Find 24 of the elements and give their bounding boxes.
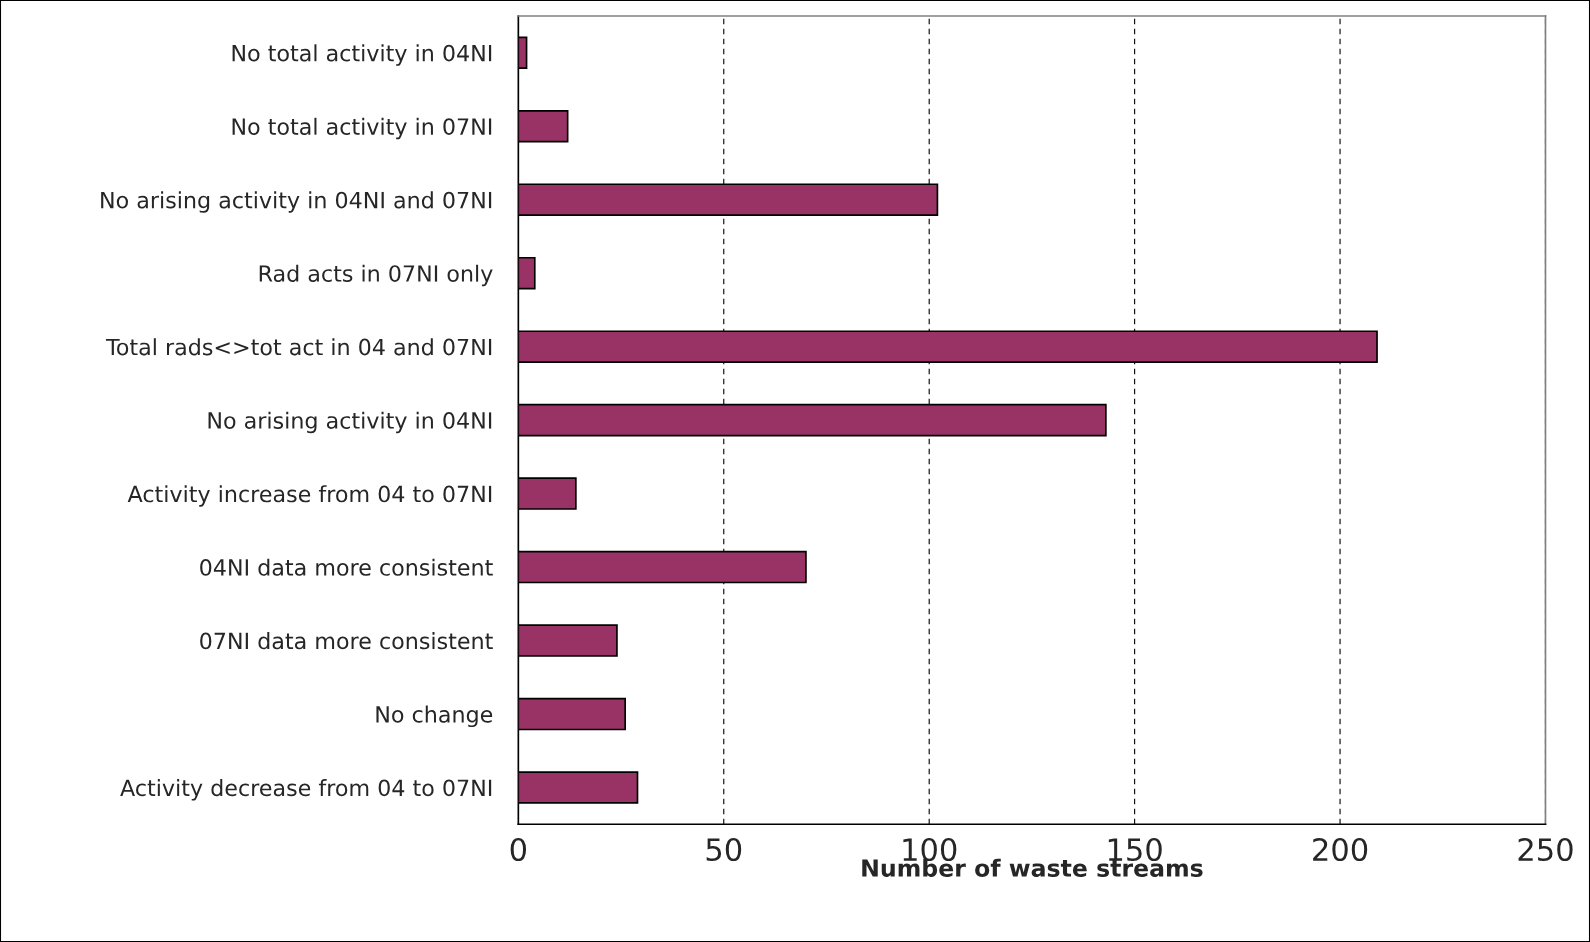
bar [518,256,536,290]
bar [518,624,618,657]
y-tick-label: No arising activity in 04NI [208,411,492,434]
y-tick-label: No arising activity in 04NI and 07NI [101,191,492,213]
bar [518,697,626,731]
y-tick-label: Total rads<>tot act in 04 and 07NI [105,338,492,356]
y-tick-label: No total activity in 07NI [232,117,492,140]
y-tick-label: No change [376,705,493,728]
bar [518,36,528,70]
y-tick-label: Activity decrease from 04 to 07NI [120,779,492,801]
y-tick-label: Activity increase from 04 to 07NI [127,485,492,507]
bar [518,330,1378,363]
x-tick-label: 0 [510,837,527,862]
bar [518,477,577,510]
bar [518,109,569,143]
y-tick-label: 04NI data more consistent [200,558,493,576]
x-tick-label: 50 [706,837,742,862]
x-tick-label: 200 [1313,837,1368,862]
y-tick-label: 07NI data more consistent [200,632,493,650]
x-tick-label: 150 [1108,837,1162,862]
y-tick-label: No total activity in 04NI [232,44,492,66]
x-tick-label: 250 [1518,837,1573,862]
bar [518,771,639,804]
y-tick-label: Rad acts in 07NI only [259,264,493,287]
